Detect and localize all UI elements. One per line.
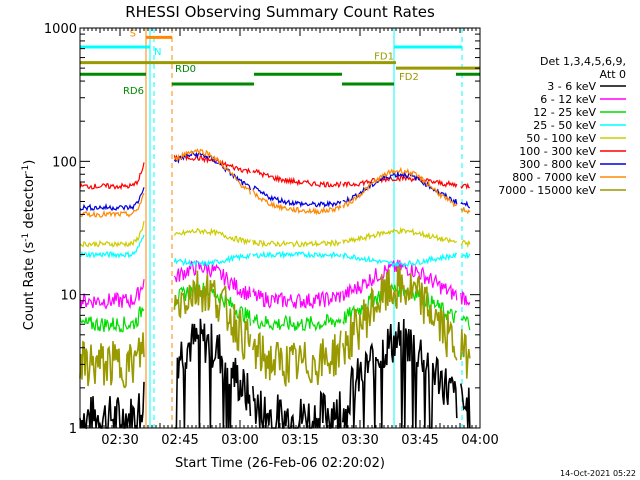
- series-line: [252, 168, 342, 189]
- series-line: [173, 270, 252, 361]
- series-line: [460, 207, 471, 215]
- legend-label: 7000 - 15000 keV: [498, 184, 596, 197]
- series-line: [342, 266, 458, 365]
- x-axis-label: Start Time (26-Feb-06 02:20:02): [175, 456, 385, 471]
- legend-label: 6 - 12 keV: [540, 93, 596, 106]
- y-axis-label-main: Count Rate (s: [22, 242, 37, 331]
- series-line: [173, 227, 251, 246]
- state-bar-label: N: [154, 47, 161, 58]
- legend-label: 50 - 100 keV: [526, 132, 596, 145]
- series-line: [79, 332, 145, 389]
- series-line: [460, 314, 471, 331]
- series-line: [460, 239, 471, 249]
- series-line: [79, 162, 145, 191]
- series-line: [252, 313, 342, 332]
- series-line: [79, 193, 145, 218]
- series-line: [174, 318, 252, 429]
- state-bar-label: FD2: [399, 72, 419, 83]
- legend-header-1: Det 1,3,4,5,6,9,: [540, 55, 626, 68]
- series-line: [460, 290, 471, 306]
- legend-label: 800 - 7000 keV: [512, 171, 596, 184]
- y-axis-label: Count Rate (s-1 detector-1): [21, 160, 37, 331]
- series-line: [460, 200, 471, 209]
- y-tick-label: 10: [60, 289, 77, 304]
- state-bar-label: S: [130, 28, 136, 39]
- x-tick-label: 03:30: [341, 433, 378, 448]
- series-line: [252, 250, 342, 260]
- series-line: [342, 252, 458, 269]
- legend-header-2: Att 0: [600, 68, 626, 81]
- series-line: [342, 259, 458, 301]
- x-tick-label: 02:45: [161, 433, 198, 448]
- x-axis-ticks: 02:30 02:45 03:00 03:15 03:30 03:45 04:00: [83, 28, 499, 448]
- x-tick-label: 02:30: [101, 433, 138, 448]
- series-line: [342, 226, 458, 245]
- y-axis-label-mid: detector: [22, 173, 37, 233]
- state-bars: S N FD1 FD2 RD0 RD6: [80, 28, 480, 97]
- legend-label: 25 - 50 keV: [533, 119, 596, 132]
- series-line: [173, 148, 251, 195]
- x-tick-label: 03:00: [221, 433, 258, 448]
- state-bar-label: RD6: [123, 86, 144, 97]
- series-line: [342, 318, 458, 429]
- y-tick-label: 1: [69, 422, 77, 437]
- legend-label: 100 - 300 keV: [519, 145, 596, 158]
- series-line: [79, 187, 145, 212]
- series-line: [79, 306, 145, 333]
- series-line: [252, 238, 342, 248]
- series-line: [173, 259, 251, 301]
- series-line: [79, 279, 145, 310]
- x-tick-label: 04:00: [461, 433, 498, 448]
- x-tick-label: 03:15: [281, 433, 318, 448]
- series-line: [460, 383, 471, 429]
- series-line: [173, 150, 251, 191]
- y-axis-label-sup1: -1: [21, 233, 31, 242]
- timestamp: 14-Oct-2021 05:22: [560, 469, 636, 478]
- legend-label: 3 - 6 keV: [547, 80, 596, 93]
- series-line: [174, 280, 251, 326]
- legend-label: 12 - 25 keV: [533, 106, 596, 119]
- series-line: [252, 185, 342, 209]
- series-line: [252, 287, 342, 309]
- chart-title: RHESSI Observing Summary Count Rates: [125, 3, 435, 21]
- series-line: [173, 252, 251, 268]
- series-line: [80, 234, 145, 259]
- series-line: [460, 182, 470, 190]
- state-bar-label: RD0: [175, 64, 196, 75]
- series-line: [342, 166, 458, 209]
- series-line: [460, 329, 471, 379]
- time-markers: [145, 28, 463, 428]
- series-line: [79, 220, 145, 248]
- y-axis-ticks: 1 10 100 1000: [44, 22, 480, 437]
- series-line: [252, 330, 342, 387]
- series-line: [460, 252, 471, 260]
- series-line: [342, 174, 458, 189]
- legend-label: 300 - 800 keV: [519, 158, 596, 171]
- y-axis-label-sup2: -1: [21, 165, 31, 174]
- series-line: [252, 189, 342, 216]
- y-axis-label-end: ): [22, 160, 37, 165]
- series-line: [79, 381, 145, 430]
- state-bar-label: FD1: [374, 52, 394, 63]
- y-tick-label: 100: [52, 155, 77, 170]
- x-tick-label: 03:45: [401, 433, 438, 448]
- series-group: [79, 148, 471, 430]
- y-tick-label: 1000: [44, 22, 77, 37]
